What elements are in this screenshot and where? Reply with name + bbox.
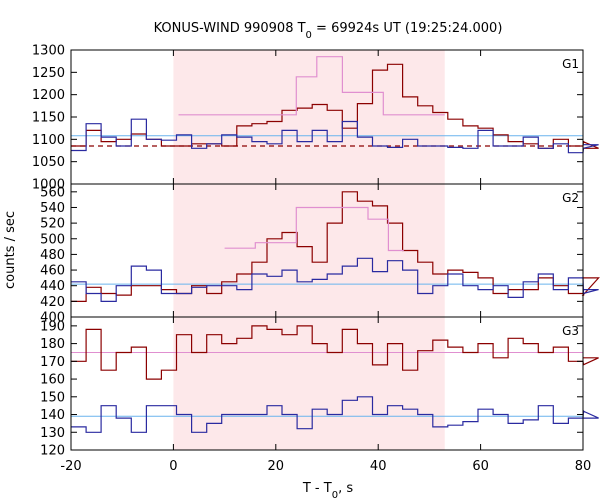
y-tick-label: 460 [40,264,65,279]
shaded-interval [173,317,445,450]
y-tick-label: 440 [40,279,65,294]
panel-label: G1 [562,57,579,71]
series-blue-line [71,257,599,302]
y-tick-label: 1100 [32,133,65,148]
x-tick-label: -20 [60,459,81,474]
y-tick-label: 1000 [32,178,65,193]
y-axis-label: counts / sec [3,211,18,289]
x-tick-label: 60 [472,459,489,474]
panel-g3: 120 130 140 150 160 170 180 190 G3 [40,316,599,459]
shaded-interval [173,50,445,184]
y-tick-label: 1250 [32,66,65,81]
y-tick-label: 180 [40,337,65,352]
x-axis-label-main: T - T [302,481,332,496]
y-tick-label: 1150 [32,111,65,126]
y-tick-label: 130 [40,426,65,441]
series-dark-red-line [71,325,599,380]
y-tick-label: 190 [40,319,65,334]
y-tick-label: 400 [40,311,65,326]
y-tick-label: 500 [40,232,65,247]
series-pink-line [224,206,404,252]
x-tick-label: 0 [169,459,177,474]
y-tick-label: 540 [40,201,65,216]
x-axis-label-rest: , s [338,481,353,496]
y-tick-label: 1300 [32,44,65,59]
chart-title-rest: = 69924s UT (19:25:24.000) [312,21,502,36]
chart-title-subscript: 0 [306,30,312,41]
y-tick-label: 1200 [32,88,65,103]
panel-label: G2 [562,191,579,205]
x-tick-label: 40 [370,459,387,474]
series-pink-line [178,56,445,116]
panel-frame [70,316,584,451]
x-tick-label: 20 [268,459,285,474]
y-tick-label: 420 [40,295,65,310]
x-tick-label: 80 [575,459,592,474]
y-tick-label: 560 [40,185,65,200]
y-tick-label: 150 [40,390,65,405]
x-axis-label: T - T0, s [302,481,353,500]
series-blue-line [71,118,599,154]
series-blue-line [71,396,599,433]
y-tick-label: 120 [40,444,65,459]
y-tick-label: 520 [40,217,65,232]
y-tick-label: 1050 [32,155,65,170]
chart-title: KONUS-WIND 990908 T0 = 69924s UT (19:25:… [154,21,503,41]
x-axis-label-subscript: 0 [332,490,338,500]
chart-title-main: KONUS-WIND 990908 T [154,21,306,36]
y-tick-label: 480 [40,248,65,263]
y-tick-label: 160 [40,373,65,388]
y-tick-label: 140 [40,408,65,423]
y-tick-label: 170 [40,355,65,370]
panel-label: G3 [562,324,579,338]
panels-layer: 1000105011001150120012501300G14004204404… [32,44,600,474]
panel-g1: 1000 1050 1100 1150 1200 1250 1300 G1 [32,44,599,193]
